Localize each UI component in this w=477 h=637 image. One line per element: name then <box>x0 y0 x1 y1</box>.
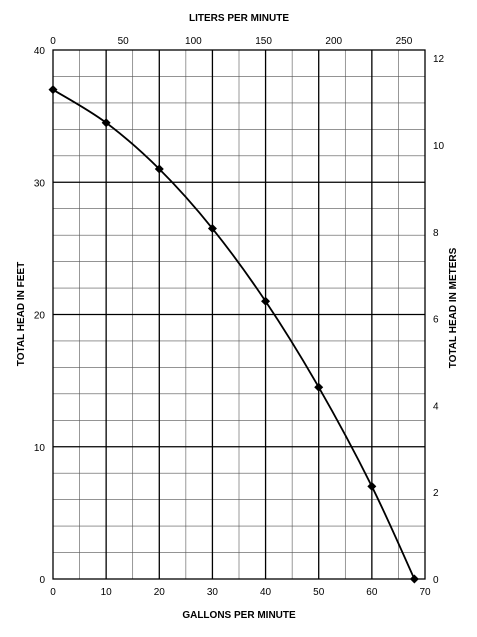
y2-tick-label: 12 <box>433 54 445 65</box>
x2-tick-label: 150 <box>255 36 272 47</box>
x-axis-ticks: 0 10 20 30 40 50 60 70 <box>50 587 431 598</box>
y-tick-label: 20 <box>34 311 46 322</box>
x-tick-label: 60 <box>366 587 378 598</box>
y2-tick-label: 2 <box>433 488 439 499</box>
data-point-marker <box>48 85 58 95</box>
x2-tick-label: 0 <box>50 36 56 47</box>
y-tick-label: 40 <box>34 46 46 57</box>
x-axis-title: GALLONS PER MINUTE <box>182 610 296 621</box>
data-point-marker <box>314 382 324 392</box>
pump-curve-line <box>52 88 416 580</box>
y-tick-label: 30 <box>34 178 46 189</box>
y-axis-title: TOTAL HEAD IN FEET <box>16 262 27 366</box>
data-point-marker <box>261 296 271 306</box>
y2-tick-label: 6 <box>433 315 439 326</box>
minor-grid <box>53 50 425 579</box>
y-axis-ticks: 0 10 20 30 40 <box>34 46 46 586</box>
y2-tick-label: 10 <box>433 141 445 152</box>
data-point-marker <box>207 224 217 234</box>
y2-tick-label: 4 <box>433 401 439 412</box>
x2-tick-label: 250 <box>396 36 413 47</box>
plot-frame <box>52 49 426 580</box>
x-tick-label: 40 <box>260 587 272 598</box>
y2-tick-label: 0 <box>433 575 439 586</box>
x2-tick-label: 50 <box>118 36 130 47</box>
x-tick-label: 10 <box>101 587 113 598</box>
y-tick-label: 10 <box>34 443 46 454</box>
x-tick-label: 30 <box>207 587 219 598</box>
x-tick-label: 20 <box>154 587 166 598</box>
y-tick-label: 0 <box>39 575 45 586</box>
x-tick-label: 50 <box>313 587 325 598</box>
data-point-marker <box>409 574 419 584</box>
y2-axis-title: TOTAL HEAD IN METERS <box>448 247 459 368</box>
x2-axis-ticks: 0 50 100 150 200 250 <box>50 36 413 47</box>
data-markers <box>48 85 419 584</box>
x-tick-label: 0 <box>50 587 56 598</box>
x-tick-label: 70 <box>419 587 431 598</box>
x2-tick-label: 200 <box>325 36 342 47</box>
data-point-marker <box>154 164 164 174</box>
x2-axis-title: LITERS PER MINUTE <box>189 13 289 24</box>
data-point-marker <box>367 481 377 491</box>
data-point-marker <box>101 118 111 128</box>
y2-axis-ticks: 0 2 4 6 8 10 12 <box>433 54 445 586</box>
x2-tick-label: 100 <box>185 36 202 47</box>
y2-tick-label: 8 <box>433 228 439 239</box>
